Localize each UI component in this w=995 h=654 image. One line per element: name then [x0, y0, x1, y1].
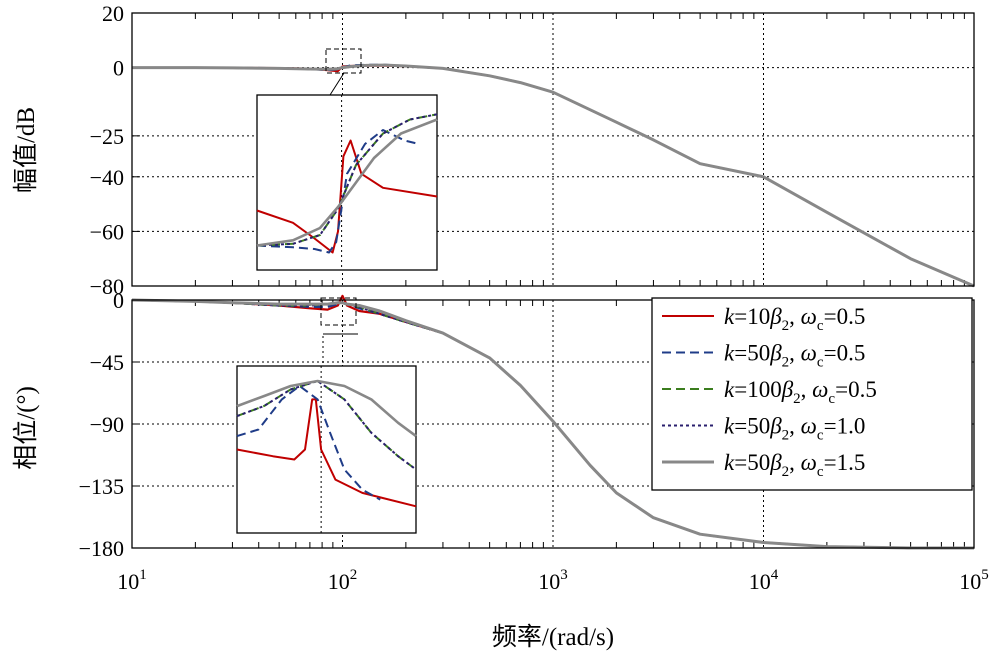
magnitude-y-axis-label: 幅值/dB	[12, 107, 40, 193]
phase-series-line	[131, 298, 974, 550]
phase-y-tick-label: −180	[79, 536, 124, 561]
legend-label: k=10β2, ωc=0.5	[724, 304, 865, 334]
x-tick-label: 104	[749, 567, 779, 594]
phase-y-tick-label: −135	[79, 474, 124, 499]
mag-inset-curve	[256, 129, 420, 254]
phase-y-tick-label: −45	[90, 350, 124, 375]
legend-item: k=50β2, ωc=1.5	[662, 450, 865, 480]
mag-y-tick-label: −60	[90, 219, 124, 244]
mag-y-tick-label: −25	[90, 124, 124, 149]
x-tick-label: 103	[538, 567, 568, 594]
magnitude-panel: 20 0 −25 −40 −60 −80	[90, 1, 975, 299]
mag-y-tick-label: 0	[113, 56, 124, 81]
legend-item: k=50β2, ωc=1.0	[662, 414, 865, 444]
legend-item: k=100β2, ωc=0.5	[662, 377, 877, 407]
mag-inset-curve	[256, 139, 438, 254]
phase-inset-curve	[236, 380, 417, 471]
mag-y-tick-label: −80	[90, 274, 124, 299]
x-tick-label: 101	[117, 567, 147, 594]
mag-series-line	[132, 63, 975, 288]
legend-label: k=50β2, ωc=0.5	[724, 341, 865, 371]
frequency-x-axis-label: 频率/(rad/s)	[492, 623, 614, 651]
x-tick-label: 102	[328, 567, 358, 594]
mag-inset-curve	[256, 113, 438, 247]
phase-zoom-marker	[320, 297, 357, 326]
x-tick-label: 105	[959, 567, 989, 594]
phase-y-tick-label: −90	[90, 412, 124, 437]
phase-inset-curve	[236, 398, 417, 508]
legend-item: k=50β2, ωc=0.5	[662, 341, 865, 371]
phase-inset-curve	[236, 385, 381, 501]
legend-label: k=100β2, ωc=0.5	[724, 377, 877, 407]
legend-label: k=50β2, ωc=1.5	[724, 450, 865, 480]
legend-box	[651, 297, 973, 491]
phase-y-axis-label: 相位/(°)	[12, 386, 40, 470]
phase-inset-curve	[236, 379, 417, 438]
mag-y-tick-label: −40	[90, 165, 124, 190]
legend: k=10β2, ωc=0.5 k=50β2, ωc=0.5 k=100β2, ωc=…	[651, 297, 973, 491]
legend-item: k=10β2, ωc=0.5	[662, 304, 865, 334]
mag-zoom-inset	[256, 94, 438, 271]
mag-axes-frame	[131, 12, 975, 287]
phase-panel: 0 −45 −90 −135 −180 101 102 103 104 105 k=10β2, ωc…	[79, 288, 989, 594]
phase-y-tick-label: 0	[113, 288, 124, 313]
mag-zoom-connector	[329, 72, 345, 96]
mag-y-tick-label: 20	[102, 1, 124, 26]
mag-inset-curve	[256, 118, 438, 247]
phase-axes-frame	[131, 299, 975, 549]
legend-label: k=50β2, ωc=1.0	[724, 414, 865, 444]
